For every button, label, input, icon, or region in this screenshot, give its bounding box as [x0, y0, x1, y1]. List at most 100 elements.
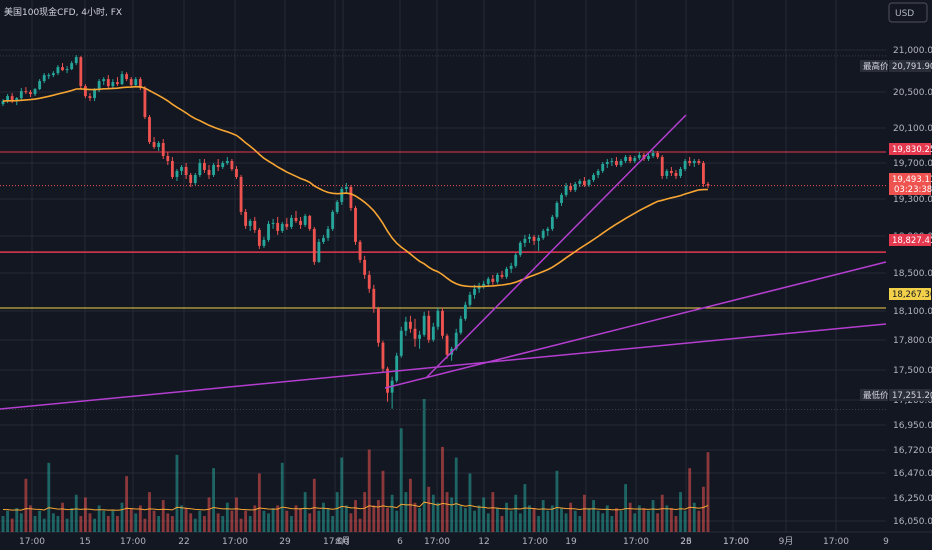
- candle[interactable]: [148, 117, 151, 143]
- candle[interactable]: [491, 278, 495, 282]
- candle[interactable]: [19, 91, 23, 99]
- candle[interactable]: [528, 236, 531, 239]
- candle[interactable]: [665, 170, 669, 176]
- candle[interactable]: [587, 179, 591, 185]
- candle[interactable]: [674, 172, 678, 176]
- candle[interactable]: [454, 332, 458, 349]
- candle[interactable]: [372, 288, 376, 309]
- candle[interactable]: [267, 223, 270, 240]
- candle[interactable]: [299, 220, 302, 225]
- candle[interactable]: [326, 228, 330, 238]
- candle[interactable]: [637, 154, 641, 158]
- candle[interactable]: [702, 162, 705, 184]
- candle[interactable]: [651, 152, 655, 156]
- candle[interactable]: [239, 176, 243, 212]
- candle[interactable]: [143, 88, 147, 118]
- candle[interactable]: [619, 160, 623, 165]
- candle[interactable]: [445, 335, 449, 355]
- candle[interactable]: [235, 168, 238, 177]
- candle[interactable]: [38, 81, 42, 90]
- candle[interactable]: [138, 79, 142, 89]
- candle[interactable]: [358, 241, 362, 260]
- candle[interactable]: [601, 163, 605, 171]
- candle[interactable]: [335, 201, 339, 212]
- candle[interactable]: [303, 215, 307, 225]
- candle[interactable]: [322, 237, 325, 242]
- currency-button[interactable]: USD: [888, 2, 928, 23]
- candle[interactable]: [10, 96, 14, 101]
- candle[interactable]: [42, 75, 46, 82]
- candle[interactable]: [349, 186, 353, 208]
- candle[interactable]: [47, 75, 51, 77]
- candle[interactable]: [697, 160, 701, 163]
- candle[interactable]: [482, 283, 486, 286]
- candle[interactable]: [413, 328, 417, 339]
- candle[interactable]: [33, 89, 37, 95]
- candle[interactable]: [463, 304, 467, 319]
- trendlines[interactable]: [0, 114, 887, 410]
- candle[interactable]: [244, 211, 248, 226]
- candle[interactable]: [189, 174, 193, 183]
- candle[interactable]: [376, 308, 380, 343]
- candle[interactable]: [541, 230, 545, 238]
- candle[interactable]: [422, 315, 426, 335]
- candle[interactable]: [111, 82, 115, 87]
- candle[interactable]: [367, 274, 371, 289]
- candle[interactable]: [225, 160, 229, 163]
- candle[interactable]: [404, 321, 408, 331]
- candle[interactable]: [1, 101, 5, 105]
- candle[interactable]: [473, 288, 476, 295]
- candle[interactable]: [257, 229, 261, 246]
- candle[interactable]: [582, 180, 586, 185]
- candle[interactable]: [431, 326, 435, 340]
- candle[interactable]: [409, 321, 412, 329]
- candle[interactable]: [184, 166, 188, 175]
- candle[interactable]: [354, 207, 357, 242]
- candle[interactable]: [647, 155, 650, 159]
- candle[interactable]: [381, 342, 385, 369]
- candle[interactable]: [610, 160, 614, 162]
- candle[interactable]: [24, 91, 28, 93]
- candle[interactable]: [706, 183, 710, 186]
- candle[interactable]: [560, 194, 563, 203]
- candle[interactable]: [116, 82, 119, 85]
- candle[interactable]: [683, 160, 687, 169]
- candle[interactable]: [102, 79, 106, 82]
- candle[interactable]: [363, 259, 367, 275]
- candle[interactable]: [573, 183, 577, 190]
- trendline[interactable]: [425, 114, 687, 379]
- candle[interactable]: [170, 160, 174, 177]
- candle[interactable]: [65, 69, 69, 71]
- candle[interactable]: [312, 228, 316, 262]
- candle[interactable]: [125, 74, 129, 80]
- candle[interactable]: [129, 79, 133, 86]
- candle[interactable]: [523, 238, 527, 243]
- candle[interactable]: [427, 315, 431, 340]
- candle[interactable]: [56, 67, 60, 74]
- candle[interactable]: [331, 211, 335, 229]
- candle[interactable]: [605, 161, 609, 164]
- candle[interactable]: [74, 57, 78, 64]
- candle[interactable]: [120, 74, 124, 85]
- candle[interactable]: [134, 79, 138, 86]
- candle[interactable]: [669, 170, 673, 173]
- candle[interactable]: [344, 186, 348, 189]
- candle[interactable]: [546, 228, 550, 231]
- candle[interactable]: [550, 216, 554, 229]
- candle[interactable]: [628, 156, 632, 161]
- candle[interactable]: [280, 223, 284, 231]
- trendline[interactable]: [384, 261, 887, 389]
- candle[interactable]: [569, 185, 573, 190]
- candle[interactable]: [51, 73, 55, 76]
- candle[interactable]: [441, 310, 444, 336]
- candle[interactable]: [175, 170, 179, 177]
- candle[interactable]: [29, 92, 32, 95]
- candle[interactable]: [688, 160, 692, 163]
- candle[interactable]: [212, 164, 216, 175]
- candle[interactable]: [660, 156, 664, 176]
- candle[interactable]: [532, 236, 536, 241]
- candle[interactable]: [180, 166, 183, 171]
- candle[interactable]: [495, 274, 499, 282]
